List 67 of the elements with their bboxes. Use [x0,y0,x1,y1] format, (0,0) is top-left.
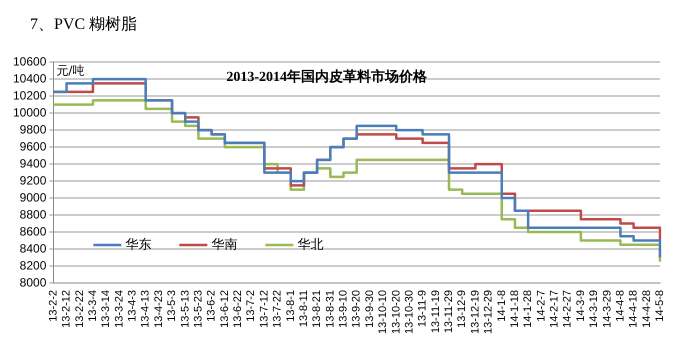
y-tick-label: 9800 [20,122,47,136]
x-tick-label: 14-5-8 [654,290,666,322]
x-tick-label: 13-9-10 [338,290,350,328]
y-tick-label: 8800 [20,207,47,222]
x-tick-label: 13-4-13 [140,290,152,328]
x-tick-label: 13-3-24 [113,290,126,328]
x-tick-label: 14-3-19 [588,290,600,328]
x-tick-label: 13-8-1 [284,290,297,322]
x-tick-label: 13-7-2 [245,290,258,322]
y-tick-label: 8400 [20,241,47,256]
x-tick-label: 13-9-30 [364,290,376,328]
x-tick-label: 13-7-12 [258,290,270,328]
x-tick-label: 13-9-20 [350,290,363,328]
x-tick-label: 13-2-2 [47,290,60,322]
x-tick-label: 13-8-31 [324,290,336,328]
x-tick-label: 13-8-21 [311,290,324,328]
x-tick-label: 13-10-30 [403,290,416,334]
x-tick-label: 13-6-2 [206,290,218,322]
x-tick-label: 13-4-23 [152,290,165,328]
legend-label: 华东 [125,237,152,252]
x-tick-label: 13-10-10 [377,290,390,334]
x-tick-label: 13-4-3 [126,290,139,322]
x-tick-label: 14-4-18 [628,290,640,328]
x-tick-label: 13-3-14 [100,290,112,328]
text: 2013-2014年国内皮革料市场价格 [226,68,428,85]
x-tick-label: 13-12-19 [469,290,482,334]
text: 7、PVC 糊树脂 [30,15,138,35]
x-tick-label: 13-11-9 [416,290,429,328]
x-tick-label: 13-7-22 [272,290,284,328]
x-tick-label: 14-2-27 [562,290,574,328]
x-tick-label: 13-10-20 [390,290,402,334]
y-tick-label: 9200 [20,173,47,188]
y-tick-label: 9400 [20,156,47,170]
x-tick-label: 13-11-29 [443,290,456,334]
legend-label: 华北 [297,237,324,252]
x-tick-label: 13-3-4 [86,290,99,322]
y-tick-label: 10600 [12,54,47,69]
x-tick-label: 14-2-17 [548,290,561,328]
y-tick-label: 8200 [20,258,47,272]
x-tick-label: 13-6-12 [218,290,231,328]
y-tick-label: 10400 [12,71,47,86]
y-tick-label: 10000 [12,105,47,120]
x-tick-label: 14-3-29 [601,290,614,328]
y-tick-label: 9000 [20,190,47,204]
x-tick-label: 14-4-8 [614,290,626,322]
y-tick-label: 10200 [12,88,47,102]
x-tick-label: 13-6-22 [232,290,244,328]
x-tick-label: 14-1-18 [508,290,521,328]
x-tick-label: 13-8-11 [298,290,310,328]
x-tick-label: 13-5-3 [166,290,178,322]
x-tick-label: 13-5-13 [179,290,192,328]
x-tick-label: 13-2-12 [60,290,73,328]
x-tick-label: 13-12-29 [482,290,495,334]
y-tick-label: 8000 [20,275,47,290]
y-tick-label: 8600 [20,224,47,238]
x-tick-label: 13-2-22 [74,290,86,328]
x-tick-label: 14-1-8 [496,290,508,322]
x-tick-label: 13-12-9 [456,290,468,328]
x-tick-label: 13-5-23 [192,290,204,328]
x-tick-label: 14-3-9 [574,290,587,322]
x-tick-label: 14-4-28 [640,290,653,328]
x-tick-label: 14-1-28 [522,290,534,328]
x-tick-label: 13-11-19 [430,290,442,334]
y-tick-label: 9600 [20,139,47,154]
x-tick-label: 14-2-7 [535,290,548,322]
legend-label: 华南 [211,237,238,252]
y-axis-title: 元/吨 [56,63,84,78]
